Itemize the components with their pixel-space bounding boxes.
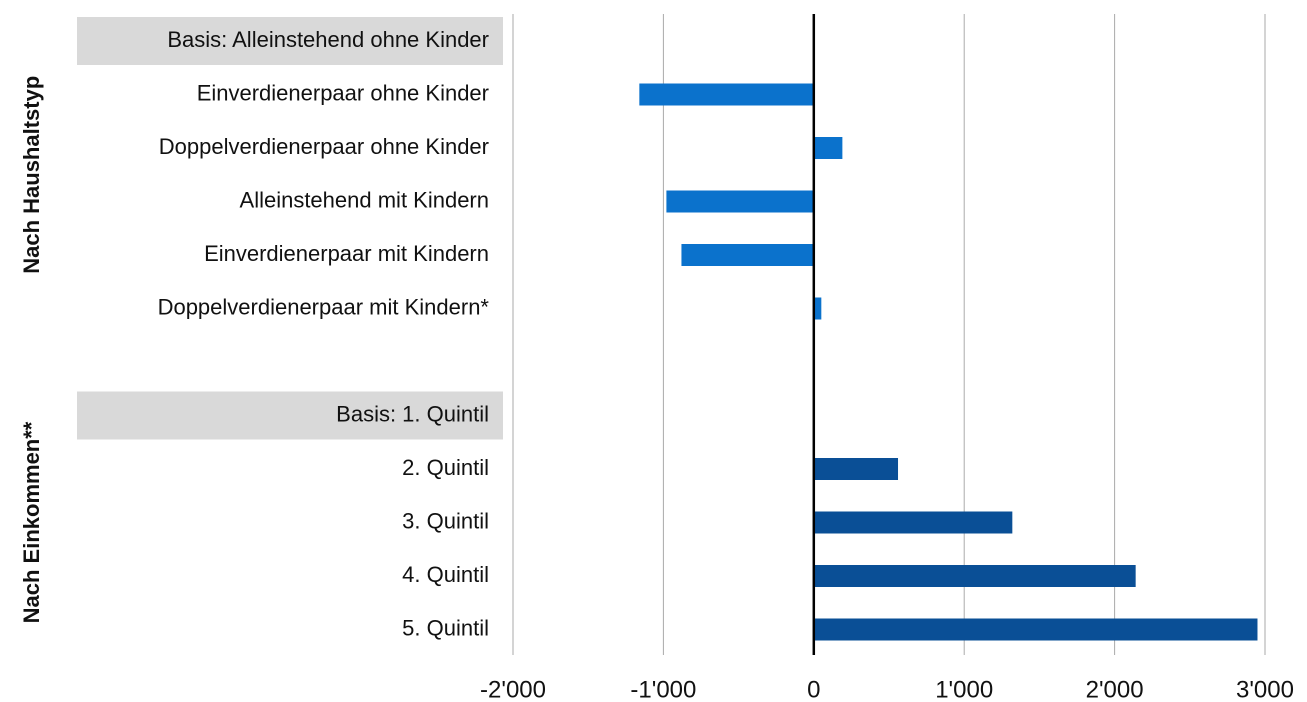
bar bbox=[681, 244, 814, 266]
category-label: Basis: 1. Quintil bbox=[336, 401, 489, 426]
category-label: Basis: Alleinstehend ohne Kinder bbox=[167, 27, 489, 52]
category-label: Einverdienerpaar ohne Kinder bbox=[197, 80, 489, 105]
category-label: Alleinstehend mit Kindern bbox=[240, 187, 489, 212]
x-tick-label: -1'000 bbox=[630, 676, 696, 702]
x-tick-label: 3'000 bbox=[1236, 676, 1294, 702]
category-label: Doppelverdienerpaar mit Kindern* bbox=[158, 294, 490, 319]
category-label: 3. Quintil bbox=[402, 508, 489, 533]
bar bbox=[813, 137, 843, 159]
bar bbox=[813, 511, 1013, 534]
category-label: Doppelverdienerpaar ohne Kinder bbox=[159, 134, 489, 159]
bar bbox=[639, 83, 814, 106]
group-label: Nach Haushaltstyp bbox=[19, 76, 44, 274]
x-tick-label: 0 bbox=[807, 676, 820, 702]
bar bbox=[666, 190, 814, 213]
basis-background bbox=[77, 391, 503, 440]
category-label: 5. Quintil bbox=[402, 615, 489, 640]
bar bbox=[813, 565, 1136, 587]
category-label: 4. Quintil bbox=[402, 562, 489, 587]
category-label: Einverdienerpaar mit Kindern bbox=[204, 241, 489, 266]
x-tick-label: -2'000 bbox=[480, 676, 546, 702]
x-tick-label: 2'000 bbox=[1086, 676, 1144, 702]
basis-background bbox=[77, 17, 503, 65]
group-label: Nach Einkommen** bbox=[19, 421, 44, 623]
bar bbox=[813, 458, 899, 480]
bar bbox=[813, 618, 1258, 641]
category-label: 2. Quintil bbox=[402, 455, 489, 480]
x-tick-label: 1'000 bbox=[935, 676, 993, 702]
bar bbox=[813, 297, 822, 320]
